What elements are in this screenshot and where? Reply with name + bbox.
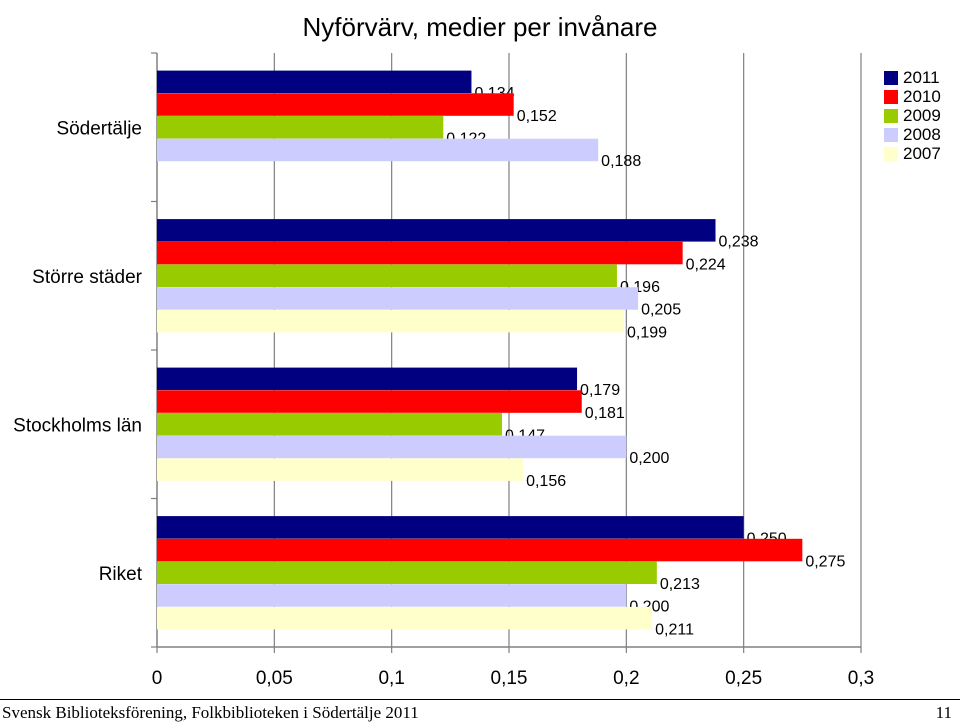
data-label: 0,179 bbox=[580, 382, 620, 399]
bar bbox=[157, 70, 472, 94]
data-label: 0,224 bbox=[686, 256, 726, 273]
legend-swatch bbox=[884, 127, 898, 142]
x-tick-label: 0,15 bbox=[491, 668, 528, 689]
legend-swatch bbox=[884, 108, 898, 123]
bar bbox=[157, 584, 627, 607]
bar bbox=[157, 367, 578, 391]
bar bbox=[157, 435, 627, 459]
legend-entry: 2008 bbox=[884, 125, 941, 144]
bar bbox=[157, 264, 617, 287]
x-tick-label: 0,1 bbox=[378, 668, 404, 689]
data-label: 0,213 bbox=[660, 576, 700, 593]
bar bbox=[157, 538, 803, 562]
legend-label: 2007 bbox=[903, 144, 941, 163]
chart-legend: 2011 2010 2009 2008 2007 bbox=[884, 68, 941, 163]
x-tick-label: 0,25 bbox=[725, 668, 762, 689]
bar bbox=[157, 561, 657, 584]
bar bbox=[157, 309, 624, 333]
bar bbox=[157, 116, 444, 139]
legend-entry: 2011 bbox=[884, 68, 941, 87]
x-tick-label: 0,05 bbox=[256, 668, 293, 689]
x-tick-label: 0,3 bbox=[848, 668, 874, 689]
bar bbox=[157, 413, 502, 436]
data-label: 0,275 bbox=[805, 553, 845, 570]
x-tick-label: 0 bbox=[152, 668, 163, 689]
legend-label: 2010 bbox=[903, 87, 941, 106]
category-label: Större städer bbox=[32, 267, 142, 288]
legend-swatch bbox=[884, 89, 898, 104]
bar bbox=[157, 606, 653, 630]
x-tick-label: 0,2 bbox=[613, 668, 639, 689]
bar-chart: 00,050,10,150,20,250,30,1340,1520,1220,1… bbox=[13, 52, 874, 689]
data-label: 0,156 bbox=[526, 473, 566, 490]
chart-title: Nyförvärv, medier per invånare bbox=[302, 12, 658, 42]
footer-text: Svensk Biblioteksförening, Folkbibliotek… bbox=[2, 703, 419, 722]
legend-entry: 2009 bbox=[884, 106, 941, 125]
legend-swatch bbox=[884, 70, 898, 85]
legend-entry: 2010 bbox=[884, 87, 941, 106]
bar bbox=[157, 516, 744, 539]
legend-swatch bbox=[884, 146, 898, 161]
data-label: 0,181 bbox=[585, 405, 625, 422]
bar bbox=[157, 390, 582, 413]
category-label: Riket bbox=[99, 564, 143, 585]
data-label: 0,211 bbox=[655, 621, 694, 638]
page-number: 11 bbox=[935, 703, 952, 722]
legend-label: 2009 bbox=[903, 106, 941, 125]
category-label: Stockholms län bbox=[13, 415, 142, 436]
bar bbox=[157, 287, 639, 310]
bar bbox=[157, 138, 599, 162]
category-label: Södertälje bbox=[56, 118, 142, 139]
data-label: 0,188 bbox=[601, 153, 641, 170]
legend-entry: 2007 bbox=[884, 144, 941, 163]
legend-label: 2008 bbox=[903, 125, 941, 144]
footer-divider bbox=[0, 699, 960, 700]
legend-label: 2011 bbox=[903, 68, 940, 87]
data-label: 0,200 bbox=[629, 450, 669, 467]
bar bbox=[157, 241, 683, 265]
bar bbox=[157, 219, 716, 242]
bar bbox=[157, 93, 514, 116]
bar bbox=[157, 458, 524, 481]
data-label: 0,238 bbox=[719, 234, 759, 251]
data-label: 0,199 bbox=[627, 324, 667, 341]
data-label: 0,205 bbox=[641, 302, 681, 319]
data-label: 0,152 bbox=[517, 108, 557, 125]
